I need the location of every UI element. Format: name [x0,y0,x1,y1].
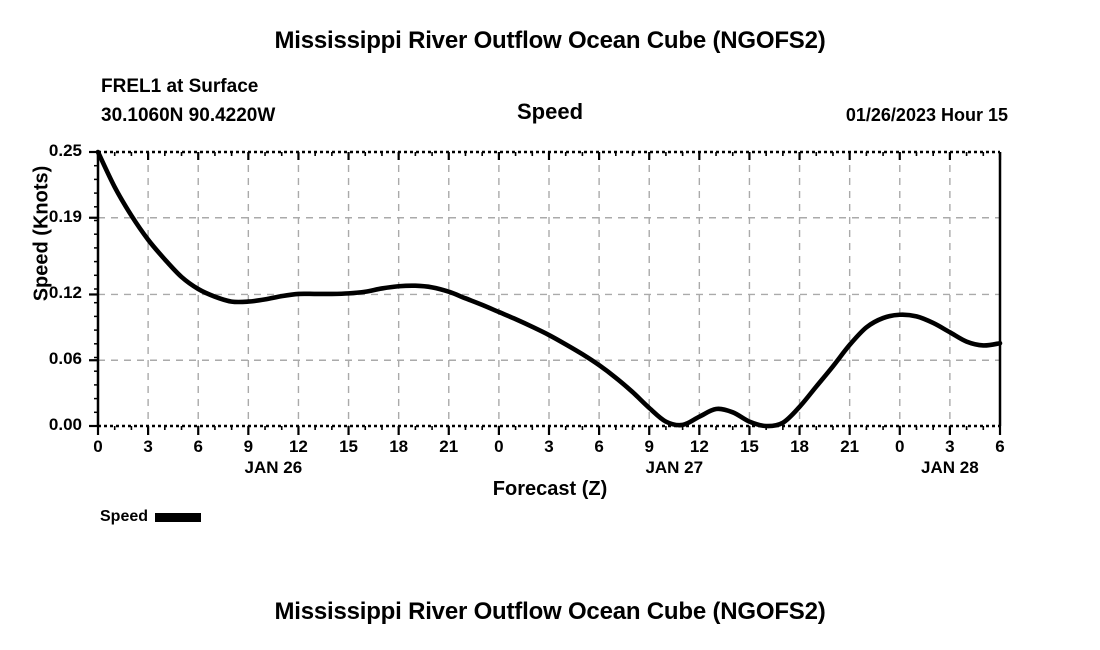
x-tick-label: 6 [995,437,1005,456]
x-tick-label: 0 [494,437,504,456]
page-title-top: Mississippi River Outflow Ocean Cube (NG… [274,27,826,54]
x-tick-label: 9 [243,437,254,456]
x-tick-label: 9 [644,437,654,456]
station-label: FREL1 at Surface [101,76,259,97]
day-label: JAN 27 [645,458,704,477]
x-tick-label: 0 [93,437,103,456]
legend-label-speed: Speed [100,508,149,525]
y-tick-label: 0.19 [48,206,82,226]
x-tick-label: 3 [945,437,955,456]
x-tick-label: 21 [439,437,459,456]
x-tick-label: 21 [840,437,860,456]
x-tick-label: 6 [594,437,604,456]
x-tick-label: 18 [790,437,809,456]
series-line-0 [95,149,1003,429]
page-title-bottom: Mississippi River Outflow Ocean Cube (NG… [274,598,826,625]
x-axis-title: Forecast (Z) [492,478,608,500]
y-tick-label: 0.25 [48,141,82,160]
x-tick-label: 3 [544,437,554,456]
y-axis-title: Speed (Knots) [30,165,53,302]
day-label: JAN 28 [921,458,979,477]
x-tick-label: 12 [689,437,709,456]
x-tick-label: 18 [389,437,409,456]
x-tick-label: 3 [143,437,153,456]
y-tick-label: 0.12 [48,283,82,303]
x-tick-label: 0 [895,437,905,456]
legend: Speed [100,508,202,526]
legend-swatch-speed [155,512,202,522]
day-label: JAN 26 [244,458,303,477]
issued-time-label: 01/26/2023 Hour 15 [845,105,1008,125]
x-tick-label: 6 [193,437,203,456]
gridlines [98,152,1000,426]
variable-label: Speed [516,99,584,124]
x-tick-label: 15 [739,437,759,456]
y-tick-label: 0.00 [48,415,82,434]
axis-ticks [89,150,1002,435]
x-tick-label: 15 [339,437,358,456]
data-series [95,149,1003,429]
x-tick-label: 12 [288,437,308,456]
coordinates-label: 30.1060N 90.4220W [101,105,276,126]
y-tick-label: 0.06 [48,349,82,369]
